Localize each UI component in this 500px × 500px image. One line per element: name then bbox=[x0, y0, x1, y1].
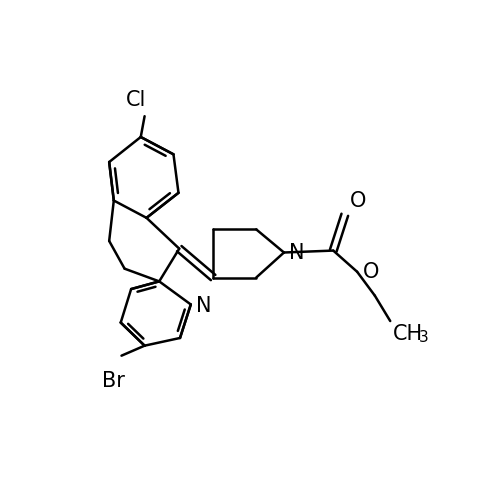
Text: N: N bbox=[196, 296, 212, 316]
Text: N: N bbox=[289, 244, 304, 264]
Text: CH: CH bbox=[393, 324, 423, 344]
Text: Cl: Cl bbox=[126, 90, 146, 110]
Text: 3: 3 bbox=[419, 330, 429, 344]
Text: Br: Br bbox=[102, 371, 124, 391]
Text: O: O bbox=[362, 262, 379, 282]
Text: O: O bbox=[350, 191, 366, 211]
